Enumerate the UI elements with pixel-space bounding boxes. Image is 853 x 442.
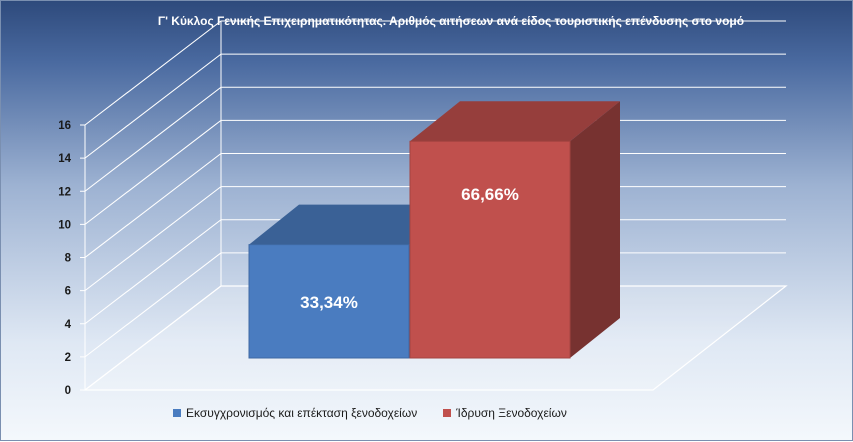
y-tick-label: 4	[65, 319, 72, 331]
y-tick-label: 12	[58, 186, 71, 198]
y-axis-ticks: 0 2 4 6 8 10 12 14 16	[58, 21, 222, 397]
bar-top-face	[410, 101, 620, 142]
bars	[248, 101, 620, 359]
y-tick-label: 2	[65, 352, 71, 364]
legend-label-2: Ίδρυση Ξενοδοχείων	[456, 406, 567, 420]
legend: Εκσυγχρονισμός και επέκταση ξενοδοχείων …	[173, 404, 567, 422]
bar-front-face	[409, 140, 571, 359]
data-label-2: 66,66%	[461, 185, 519, 204]
legend-swatch-red	[443, 409, 452, 417]
bar-side-face	[570, 101, 620, 359]
y-tick-label: 14	[58, 153, 71, 165]
y-tick-label: 8	[65, 253, 72, 265]
bar-2	[409, 101, 620, 359]
y-tick-label: 6	[65, 286, 71, 298]
legend-item-2: Ίδρυση Ξενοδοχείων	[443, 406, 567, 420]
bar-front-face	[248, 244, 410, 359]
legend-item-1: Εκσυγχρονισμός και επέκταση ξενοδοχείων	[173, 406, 417, 420]
data-labels: 33,34% 66,66%	[300, 185, 519, 312]
data-label-1: 33,34%	[300, 293, 358, 312]
y-tick-label: 10	[58, 219, 71, 231]
legend-label-1: Εκσυγχρονισμός και επέκταση ξενοδοχείων	[186, 406, 418, 420]
bar-top-face	[249, 204, 459, 245]
y-tick-label: 16	[58, 120, 71, 132]
y-tick-label: 0	[65, 385, 71, 397]
gridline	[84, 20, 786, 126]
legend-swatch-blue	[173, 409, 181, 417]
